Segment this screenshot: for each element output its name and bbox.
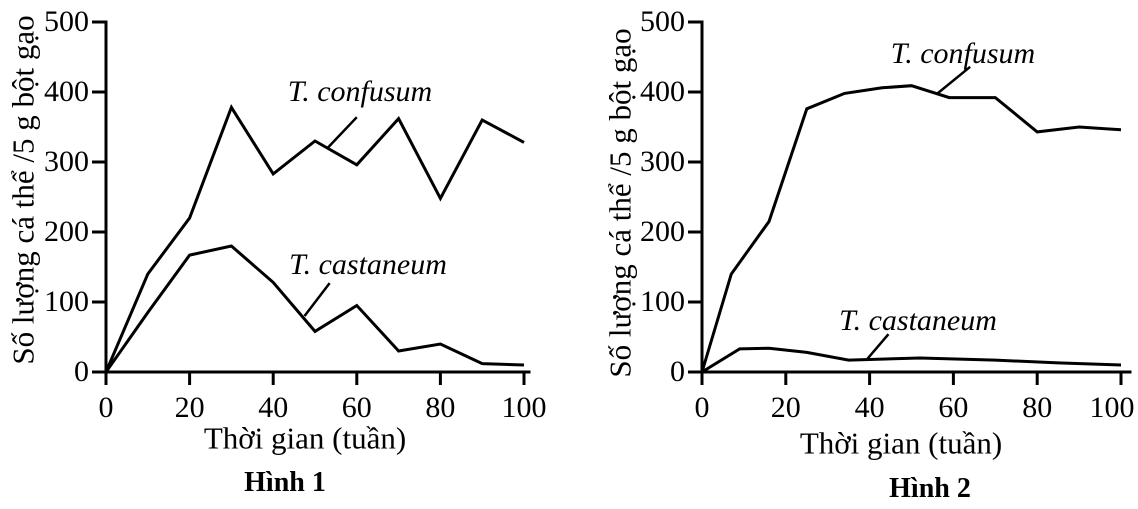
series-line-t-castaneum-chart2 xyxy=(701,346,1122,374)
x-axis-label-chart2: Thời gian (tuần) xyxy=(799,425,1003,461)
callout-leader-t-confusum-chart2 xyxy=(935,65,971,96)
x-tick-label: 60 xyxy=(938,391,969,424)
x-tick-label: 100 xyxy=(1089,391,1135,424)
series-label-confusum-chart1: T. confusum xyxy=(287,75,433,108)
x-tick-label: 40 xyxy=(258,391,289,424)
y-axis-label-chart2: Số lượng cá thể /5 g bột gạo xyxy=(602,28,638,378)
series-label-castaneum-chart2: T. castaneum xyxy=(839,304,997,337)
series-line-t-confusum-chart1 xyxy=(104,104,525,373)
x-tick-label: 0 xyxy=(694,391,710,424)
y-tick-label: 100 xyxy=(44,285,89,318)
y-tick-label: 300 xyxy=(44,145,89,178)
x-tick-label: 100 xyxy=(501,391,547,424)
callout-leader-t-castaneum-chart2 xyxy=(866,333,890,360)
series-line-t-confusum-chart2 xyxy=(700,84,1122,373)
x-tick-label: 20 xyxy=(174,391,205,424)
x-tick-label: 0 xyxy=(98,391,114,424)
y-tick-label: 300 xyxy=(640,145,685,178)
y-tick-label: 0 xyxy=(670,355,685,388)
x-tick-label: 60 xyxy=(341,391,372,424)
callout-leader-t-castaneum-chart1 xyxy=(303,282,331,317)
y-tick-label: 200 xyxy=(640,215,685,248)
y-tick-label: 400 xyxy=(640,75,685,108)
y-tick-label: 400 xyxy=(44,75,89,108)
figure-caption-chart2: Hình 2 xyxy=(889,473,971,504)
callout-leader-t-confusum-chart1 xyxy=(326,116,358,149)
y-tick-label: 0 xyxy=(74,355,89,388)
x-axis-label-chart1: Thời gian (tuần) xyxy=(203,420,407,456)
x-tick-label: 80 xyxy=(425,391,456,424)
x-tick-label: 40 xyxy=(854,391,885,424)
y-tick-label: 500 xyxy=(44,5,89,38)
y-tick-label: 500 xyxy=(640,5,685,38)
x-tick-label: 80 xyxy=(1022,391,1053,424)
series-label-confusum-chart2: T. confusum xyxy=(890,37,1036,70)
y-axis-label-chart1: Số lượng cá thể /5 g bột gạo xyxy=(5,15,41,365)
y-tick-label: 100 xyxy=(640,285,685,318)
x-tick-label: 20 xyxy=(770,391,801,424)
series-line-t-castaneum-chart1 xyxy=(104,244,525,373)
figure-caption-chart1: Hình 1 xyxy=(244,467,326,498)
y-tick-label: 200 xyxy=(44,215,89,248)
series-label-castaneum-chart1: T. castaneum xyxy=(289,248,447,281)
